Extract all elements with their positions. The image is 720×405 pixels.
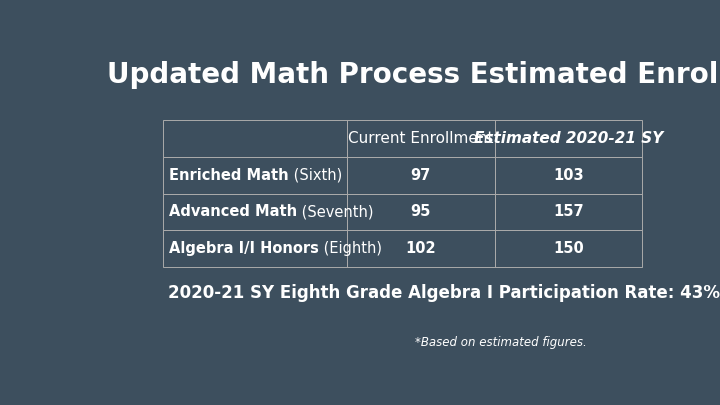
Bar — [347, 120, 495, 157]
Text: 150: 150 — [553, 241, 584, 256]
Text: 95: 95 — [410, 205, 431, 220]
Bar — [163, 120, 347, 157]
Text: Updated Math Process Estimated Enrollment for 2020-21: Updated Math Process Estimated Enrollmen… — [107, 61, 720, 89]
Text: 157: 157 — [553, 205, 584, 220]
Text: (Sixth): (Sixth) — [289, 168, 342, 183]
Bar — [495, 120, 642, 157]
Text: 102: 102 — [405, 241, 436, 256]
Bar — [347, 194, 495, 230]
Bar — [495, 157, 642, 194]
Text: Enriched Math: Enriched Math — [169, 168, 289, 183]
Bar — [163, 157, 347, 194]
Text: Advanced Math: Advanced Math — [169, 205, 297, 220]
Bar — [495, 230, 642, 267]
Text: 97: 97 — [410, 168, 431, 183]
Text: Current Enrollment: Current Enrollment — [348, 131, 493, 146]
Bar — [495, 194, 642, 230]
Bar — [347, 157, 495, 194]
Text: Algebra I/I Honors: Algebra I/I Honors — [169, 241, 319, 256]
Text: (Eighth): (Eighth) — [319, 241, 382, 256]
Text: (Seventh): (Seventh) — [297, 205, 374, 220]
Text: *Based on estimated figures.: *Based on estimated figures. — [415, 335, 587, 348]
Text: Estimated 2020-21 SY: Estimated 2020-21 SY — [474, 131, 663, 146]
Text: 103: 103 — [553, 168, 584, 183]
Bar — [163, 230, 347, 267]
Text: 2020-21 SY Eighth Grade Algebra I Participation Rate: 43%*: 2020-21 SY Eighth Grade Algebra I Partic… — [168, 284, 720, 302]
Bar — [347, 230, 495, 267]
Bar — [163, 194, 347, 230]
